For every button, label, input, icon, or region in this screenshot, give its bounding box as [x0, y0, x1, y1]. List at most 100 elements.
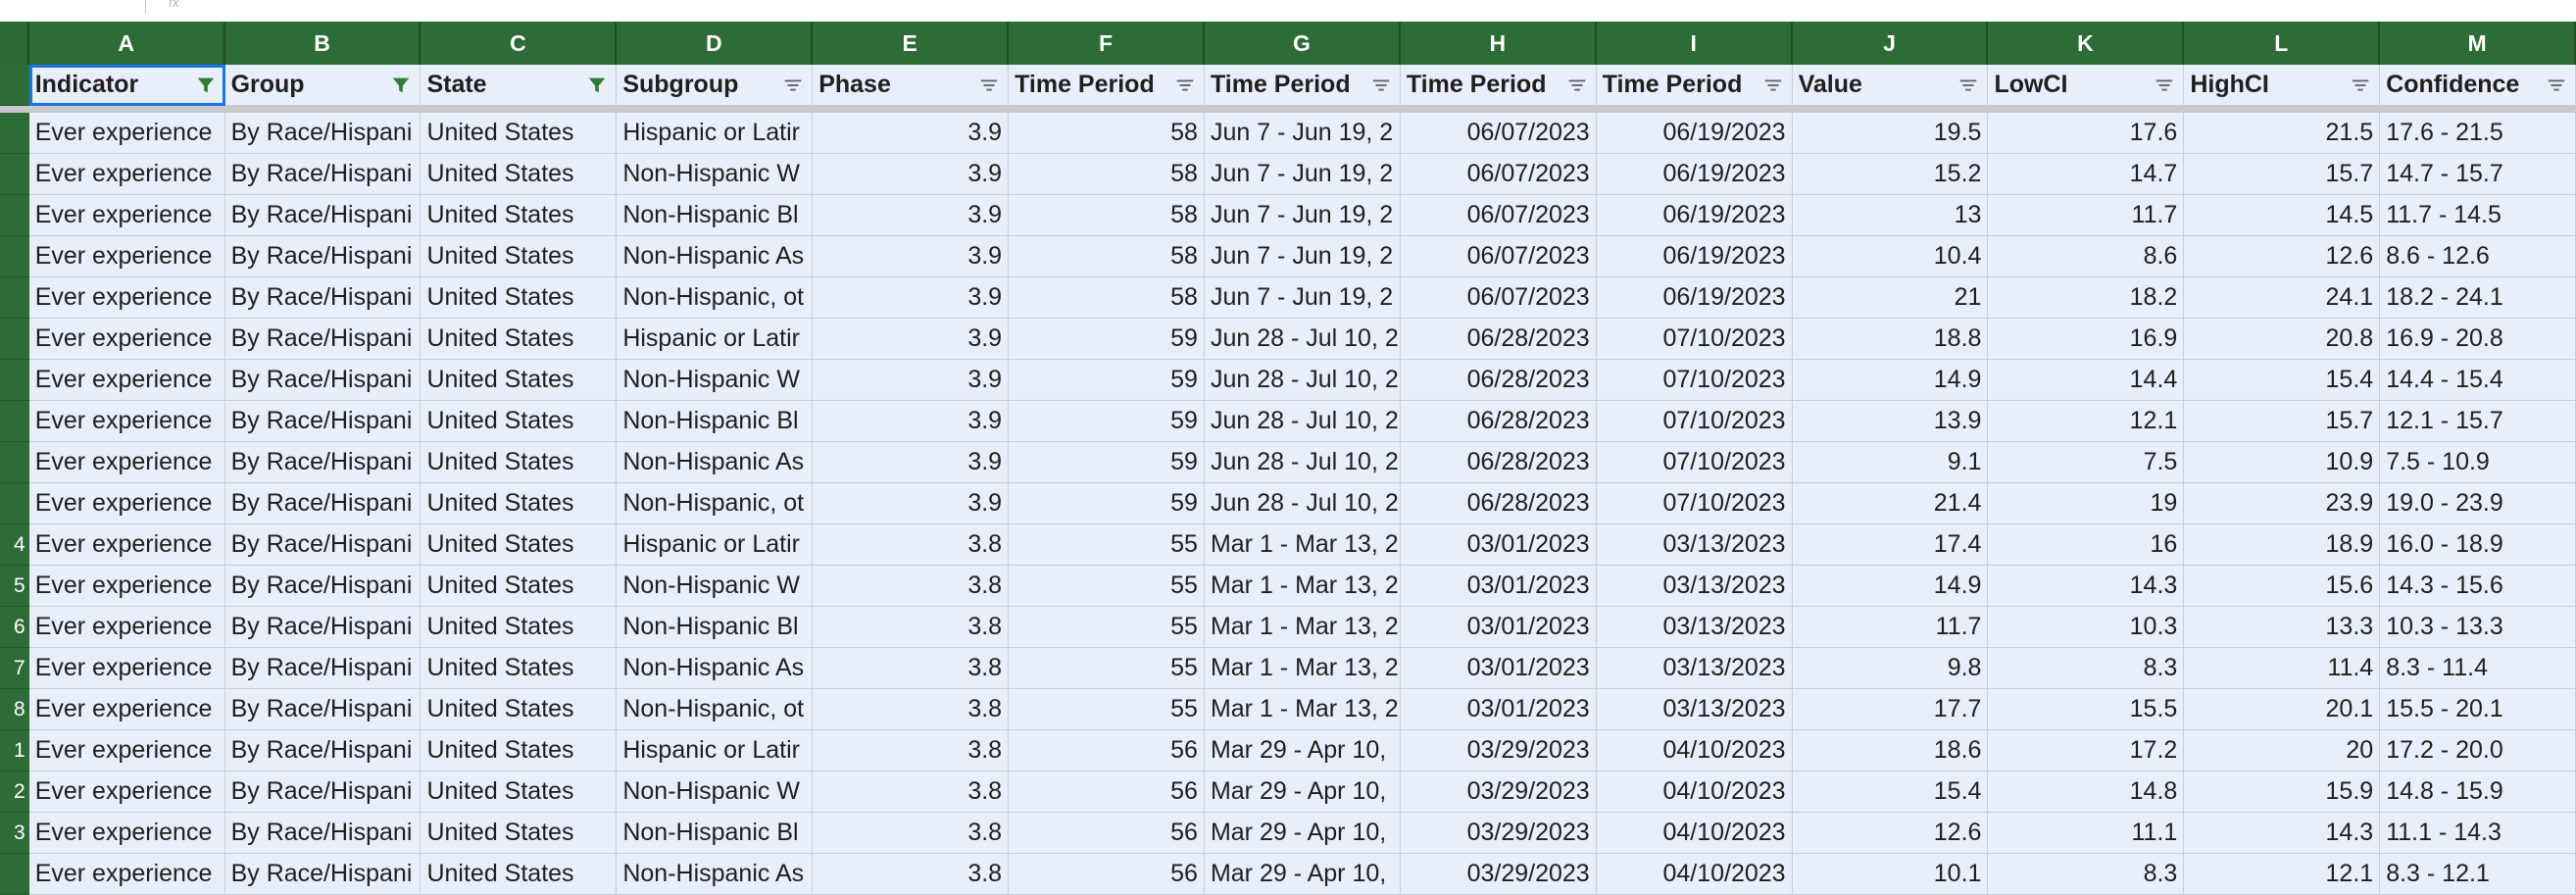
- cell-l[interactable]: 15.9: [2184, 771, 2381, 813]
- cell-b[interactable]: By Race/Hispani: [224, 566, 421, 607]
- cell-a[interactable]: Ever experience: [28, 648, 225, 689]
- cell-f[interactable]: 55: [1009, 689, 1205, 730]
- row-number-header[interactable]: [0, 65, 29, 106]
- cell-k[interactable]: 14.8: [1988, 771, 2185, 813]
- cell-e[interactable]: 3.8: [813, 771, 1010, 813]
- row-number[interactable]: [0, 195, 29, 236]
- cell-g[interactable]: Mar 1 - Mar 13, 2: [1204, 648, 1401, 689]
- cell-h[interactable]: 06/07/2023: [1400, 195, 1597, 236]
- column-header-k[interactable]: K: [1988, 22, 2185, 65]
- cell-f[interactable]: 58: [1009, 113, 1205, 154]
- cell-h[interactable]: 06/28/2023: [1400, 442, 1597, 483]
- cell-a[interactable]: Ever experience: [28, 689, 225, 730]
- cell-k[interactable]: 15.5: [1988, 689, 2185, 730]
- cell-m[interactable]: 14.4 - 15.4: [2380, 360, 2576, 401]
- column-header-c[interactable]: C: [421, 22, 618, 65]
- cell-e[interactable]: 3.8: [813, 566, 1010, 607]
- cell-e[interactable]: 3.8: [813, 648, 1010, 689]
- cell-l[interactable]: 24.1: [2184, 277, 2381, 319]
- cell-d[interactable]: Non-Hispanic, ot: [617, 277, 814, 319]
- filter-icon[interactable]: [1956, 73, 1981, 98]
- cell-e[interactable]: 3.9: [813, 442, 1010, 483]
- active-filter-icon[interactable]: [584, 73, 610, 98]
- cell-k[interactable]: 8.3: [1988, 854, 2185, 895]
- cell-m[interactable]: 14.3 - 15.6: [2380, 566, 2576, 607]
- cell-e[interactable]: 3.8: [813, 607, 1010, 648]
- cell-k[interactable]: 7.5: [1988, 442, 2185, 483]
- cell-b[interactable]: By Race/Hispani: [224, 730, 421, 771]
- cell-g[interactable]: Jun 7 - Jun 19, 2: [1204, 113, 1401, 154]
- cell-e[interactable]: 3.9: [813, 483, 1010, 524]
- cell-a[interactable]: Ever experience: [28, 607, 225, 648]
- cell-h[interactable]: 06/28/2023: [1400, 483, 1597, 524]
- header-cell-k[interactable]: LowCI: [1988, 65, 2185, 106]
- cell-j[interactable]: 11.7: [1792, 607, 1989, 648]
- cell-m[interactable]: 11.1 - 14.3: [2380, 813, 2576, 854]
- cell-k[interactable]: 8.3: [1988, 648, 2185, 689]
- cell-m[interactable]: 8.6 - 12.6: [2380, 236, 2576, 277]
- cell-a[interactable]: Ever experience: [28, 524, 225, 566]
- cell-a[interactable]: Ever experience: [28, 854, 225, 895]
- cell-d[interactable]: Non-Hispanic W: [617, 566, 814, 607]
- cell-e[interactable]: 3.9: [813, 360, 1010, 401]
- cell-d[interactable]: Hispanic or Latir: [617, 524, 814, 566]
- cell-d[interactable]: Non-Hispanic W: [617, 154, 814, 195]
- row-number[interactable]: [0, 113, 29, 154]
- cell-i[interactable]: 04/10/2023: [1596, 854, 1793, 895]
- cell-a[interactable]: Ever experience: [28, 154, 225, 195]
- cell-m[interactable]: 18.2 - 24.1: [2380, 277, 2576, 319]
- cell-k[interactable]: 14.7: [1988, 154, 2185, 195]
- cell-k[interactable]: 8.6: [1988, 236, 2185, 277]
- cell-c[interactable]: United States: [421, 854, 618, 895]
- cell-l[interactable]: 18.9: [2184, 524, 2381, 566]
- cell-c[interactable]: United States: [421, 277, 618, 319]
- cell-d[interactable]: Non-Hispanic, ot: [617, 689, 814, 730]
- cell-l[interactable]: 15.4: [2184, 360, 2381, 401]
- cell-m[interactable]: 19.0 - 23.9: [2380, 483, 2576, 524]
- row-number[interactable]: 1: [0, 730, 29, 771]
- cell-g[interactable]: Jun 7 - Jun 19, 2: [1204, 154, 1401, 195]
- cell-h[interactable]: 06/28/2023: [1400, 360, 1597, 401]
- cell-e[interactable]: 3.8: [813, 524, 1010, 566]
- row-number[interactable]: 4: [0, 524, 29, 566]
- cell-i[interactable]: 07/10/2023: [1596, 442, 1793, 483]
- cell-g[interactable]: Mar 1 - Mar 13, 2: [1204, 524, 1401, 566]
- select-all-corner[interactable]: [0, 22, 29, 65]
- row-number[interactable]: [0, 277, 29, 319]
- cell-g[interactable]: Mar 29 - Apr 10,: [1204, 730, 1401, 771]
- cell-f[interactable]: 59: [1009, 442, 1205, 483]
- column-header-l[interactable]: L: [2184, 22, 2381, 65]
- cell-c[interactable]: United States: [421, 813, 618, 854]
- cell-f[interactable]: 55: [1009, 607, 1205, 648]
- cell-c[interactable]: United States: [421, 319, 618, 360]
- cell-l[interactable]: 21.5: [2184, 113, 2381, 154]
- cell-h[interactable]: 03/29/2023: [1400, 813, 1597, 854]
- header-cell-d[interactable]: Subgroup: [617, 65, 814, 106]
- filter-icon[interactable]: [1368, 73, 1394, 98]
- cell-i[interactable]: 07/10/2023: [1596, 401, 1793, 442]
- filter-icon[interactable]: [976, 73, 1002, 98]
- cell-i[interactable]: 07/10/2023: [1596, 360, 1793, 401]
- cell-d[interactable]: Hispanic or Latir: [617, 319, 814, 360]
- row-number[interactable]: 8: [0, 689, 29, 730]
- active-filter-icon[interactable]: [193, 73, 219, 98]
- cell-m[interactable]: 16.9 - 20.8: [2380, 319, 2576, 360]
- cell-b[interactable]: By Race/Hispani: [224, 195, 421, 236]
- cell-k[interactable]: 14.3: [1988, 566, 2185, 607]
- cell-j[interactable]: 13.9: [1792, 401, 1989, 442]
- cell-f[interactable]: 58: [1009, 236, 1205, 277]
- cell-g[interactable]: Jun 28 - Jul 10, 2: [1204, 401, 1401, 442]
- cell-h[interactable]: 03/01/2023: [1400, 689, 1597, 730]
- cell-k[interactable]: 14.4: [1988, 360, 2185, 401]
- filter-icon[interactable]: [1172, 73, 1198, 98]
- cell-f[interactable]: 56: [1009, 813, 1205, 854]
- cell-j[interactable]: 10.1: [1792, 854, 1989, 895]
- cell-d[interactable]: Non-Hispanic As: [617, 442, 814, 483]
- cell-j[interactable]: 10.4: [1792, 236, 1989, 277]
- header-cell-b[interactable]: Group: [224, 65, 421, 106]
- cell-a[interactable]: Ever experience: [28, 195, 225, 236]
- column-header-f[interactable]: F: [1009, 22, 1205, 65]
- cell-h[interactable]: 03/01/2023: [1400, 566, 1597, 607]
- cell-k[interactable]: 18.2: [1988, 277, 2185, 319]
- cell-i[interactable]: 07/10/2023: [1596, 483, 1793, 524]
